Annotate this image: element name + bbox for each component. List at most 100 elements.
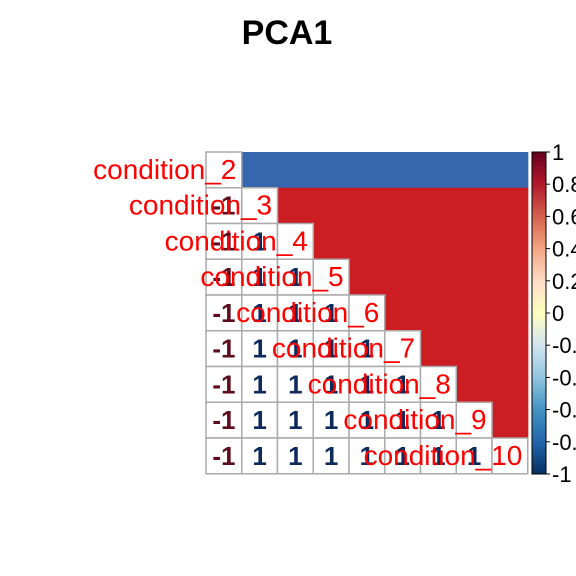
colorbar-tick-label: 0.8 <box>552 172 576 197</box>
cell-upper-0-7 <box>456 152 493 189</box>
cell-upper-3-5 <box>384 259 422 296</box>
cell-upper-4-8 <box>492 295 529 332</box>
cell-value-4-1: 1 <box>252 298 266 328</box>
cell-upper-1-7 <box>456 187 493 225</box>
cell-value-4-3: 1 <box>324 298 338 328</box>
cell-value-8-7: 1 <box>467 441 481 471</box>
cell-value-8-3: 1 <box>324 441 338 471</box>
cell-value-4-2: 1 <box>288 298 302 328</box>
cell-value-6-4: 1 <box>360 369 374 399</box>
cell-upper-6-8 <box>492 366 529 403</box>
cell-value-5-0: -1 <box>212 334 235 364</box>
cell-lower-1-1 <box>241 187 279 225</box>
colorbar-tick-label: -0.8 <box>552 430 576 455</box>
cell-upper-1-6 <box>420 187 457 225</box>
cell-lower-4-2 <box>276 294 314 332</box>
cell-upper-0-1 <box>241 152 279 189</box>
cell-lower-8-4 <box>348 437 386 475</box>
cell-lower-2-2 <box>276 222 314 260</box>
cell-upper-1-5 <box>384 187 422 225</box>
cell-upper-3-4 <box>349 259 386 296</box>
cell-value-2-1: 1 <box>252 226 266 256</box>
cell-lower-8-6 <box>419 437 457 475</box>
cell-upper-1-8 <box>492 187 529 225</box>
cell-upper-2-5 <box>384 223 422 260</box>
cell-value-7-5: 1 <box>395 405 409 435</box>
cell-upper-0-6 <box>420 152 457 189</box>
cell-lower-8-0 <box>205 437 243 475</box>
cell-value-3-0: -1 <box>212 262 235 292</box>
variable-label-5: condition_6 <box>236 297 379 328</box>
variable-label-4: condition_5 <box>200 261 343 292</box>
cell-upper-7-8 <box>492 402 529 439</box>
colorbar-tick-label: 0.4 <box>552 237 576 262</box>
cell-upper-2-4 <box>349 223 386 260</box>
cell-upper-3-7 <box>456 259 493 296</box>
cell-lower-8-8 <box>491 437 529 475</box>
cell-value-6-1: 1 <box>252 369 266 399</box>
cell-value-1-0: -1 <box>212 191 235 221</box>
cell-upper-6-7 <box>456 366 493 403</box>
colorbar <box>531 151 547 475</box>
cell-value-5-2: 1 <box>288 334 302 364</box>
cell-upper-2-8 <box>492 223 529 260</box>
cell-value-5-1: 1 <box>252 334 266 364</box>
cell-value-7-2: 1 <box>288 405 302 435</box>
cell-value-8-5: 1 <box>395 441 409 471</box>
cell-value-6-5: 1 <box>395 369 409 399</box>
variable-label-8: condition_9 <box>343 404 486 435</box>
cell-upper-4-5 <box>384 295 422 332</box>
cell-value-3-2: 1 <box>288 262 302 292</box>
colorbar-tick-label: -0.2 <box>552 333 576 358</box>
cell-upper-0-3 <box>313 152 350 189</box>
cell-value-3-1: 1 <box>252 262 266 292</box>
colorbar-tick-label: 0.6 <box>552 204 576 229</box>
cell-lower-7-3 <box>312 401 350 439</box>
variable-label-9: condition_10 <box>364 440 523 471</box>
cell-upper-4-6 <box>420 295 457 332</box>
colorbar-tick-label: 1 <box>552 140 564 165</box>
cell-value-6-3: 1 <box>324 369 338 399</box>
cell-value-7-4: 1 <box>360 405 374 435</box>
cell-upper-0-4 <box>349 152 386 189</box>
cell-value-7-3: 1 <box>324 405 338 435</box>
chart-title: PCA1 <box>242 14 333 52</box>
cell-upper-5-6 <box>420 330 457 368</box>
colorbar-tick-label: 0 <box>552 301 564 326</box>
colorbar-tick-label: -0.4 <box>552 365 576 390</box>
variable-label-7: condition_8 <box>308 368 451 399</box>
cell-upper-5-7 <box>456 330 493 368</box>
cell-lower-3-2 <box>276 258 314 296</box>
cell-value-5-3: 1 <box>324 334 338 364</box>
cell-value-4-0: -1 <box>212 298 235 328</box>
cell-value-8-1: 1 <box>252 441 266 471</box>
colorbar-tick-label: -0.6 <box>552 398 576 423</box>
cell-upper-2-6 <box>420 223 457 260</box>
cell-upper-5-8 <box>492 330 529 368</box>
cell-lower-6-5 <box>384 365 422 403</box>
cell-value-5-4: 1 <box>360 334 374 364</box>
cell-upper-3-6 <box>420 259 457 296</box>
variable-label-3: condition_4 <box>165 225 308 256</box>
cell-lower-4-4 <box>348 294 386 332</box>
cell-value-6-0: -1 <box>212 369 235 399</box>
cell-value-6-2: 1 <box>288 369 302 399</box>
cell-lower-3-3 <box>312 258 350 296</box>
cell-upper-2-3 <box>313 223 350 260</box>
cell-lower-5-1 <box>241 330 279 368</box>
cell-value-8-4: 1 <box>360 441 374 471</box>
cell-lower-8-7 <box>455 437 493 475</box>
cell-upper-1-2 <box>277 187 314 225</box>
cell-lower-6-4 <box>348 365 386 403</box>
cell-lower-7-1 <box>241 401 279 439</box>
cell-upper-1-4 <box>349 187 386 225</box>
cell-lower-8-2 <box>276 437 314 475</box>
cell-value-7-1: 1 <box>252 405 266 435</box>
cell-value-8-0: -1 <box>212 441 235 471</box>
variable-label-6: condition_7 <box>272 333 415 364</box>
cell-value-7-6: 1 <box>431 405 445 435</box>
cell-value-2-0: -1 <box>212 226 235 256</box>
variable-label-2: condition_3 <box>129 190 272 221</box>
cell-value-7-0: -1 <box>212 405 235 435</box>
